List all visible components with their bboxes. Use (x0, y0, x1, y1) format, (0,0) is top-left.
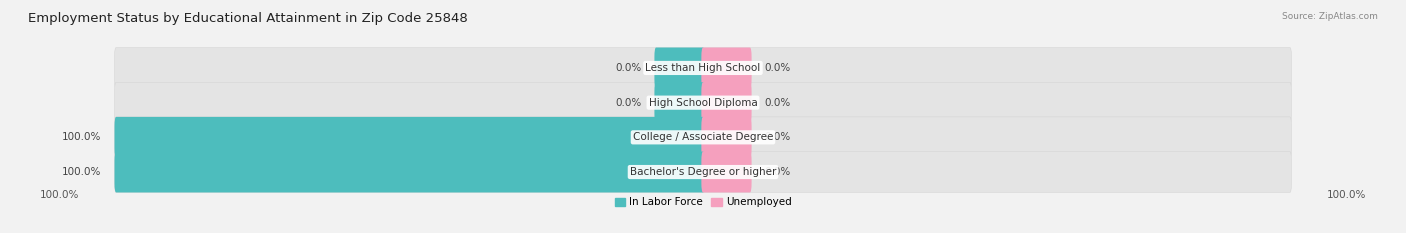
FancyBboxPatch shape (702, 48, 752, 88)
FancyBboxPatch shape (114, 48, 1292, 88)
Text: 100.0%: 100.0% (62, 132, 101, 142)
Text: College / Associate Degree: College / Associate Degree (633, 132, 773, 142)
Text: Bachelor's Degree or higher: Bachelor's Degree or higher (630, 167, 776, 177)
FancyBboxPatch shape (654, 82, 704, 123)
Text: 0.0%: 0.0% (765, 167, 790, 177)
FancyBboxPatch shape (114, 152, 704, 192)
Text: 100.0%: 100.0% (39, 190, 79, 200)
Text: 0.0%: 0.0% (765, 98, 790, 108)
Text: 100.0%: 100.0% (1327, 190, 1367, 200)
FancyBboxPatch shape (702, 82, 752, 123)
FancyBboxPatch shape (114, 82, 1292, 123)
FancyBboxPatch shape (702, 152, 752, 192)
Text: Less than High School: Less than High School (645, 63, 761, 73)
Text: 0.0%: 0.0% (765, 63, 790, 73)
FancyBboxPatch shape (114, 152, 1292, 192)
Text: 0.0%: 0.0% (765, 132, 790, 142)
Text: 0.0%: 0.0% (616, 98, 641, 108)
FancyBboxPatch shape (114, 117, 704, 158)
Text: Employment Status by Educational Attainment in Zip Code 25848: Employment Status by Educational Attainm… (28, 12, 468, 25)
Legend: In Labor Force, Unemployed: In Labor Force, Unemployed (610, 193, 796, 212)
Text: 0.0%: 0.0% (616, 63, 641, 73)
Text: 100.0%: 100.0% (62, 167, 101, 177)
Text: Source: ZipAtlas.com: Source: ZipAtlas.com (1282, 12, 1378, 21)
FancyBboxPatch shape (654, 48, 704, 88)
FancyBboxPatch shape (114, 117, 1292, 158)
FancyBboxPatch shape (702, 117, 752, 158)
Text: High School Diploma: High School Diploma (648, 98, 758, 108)
